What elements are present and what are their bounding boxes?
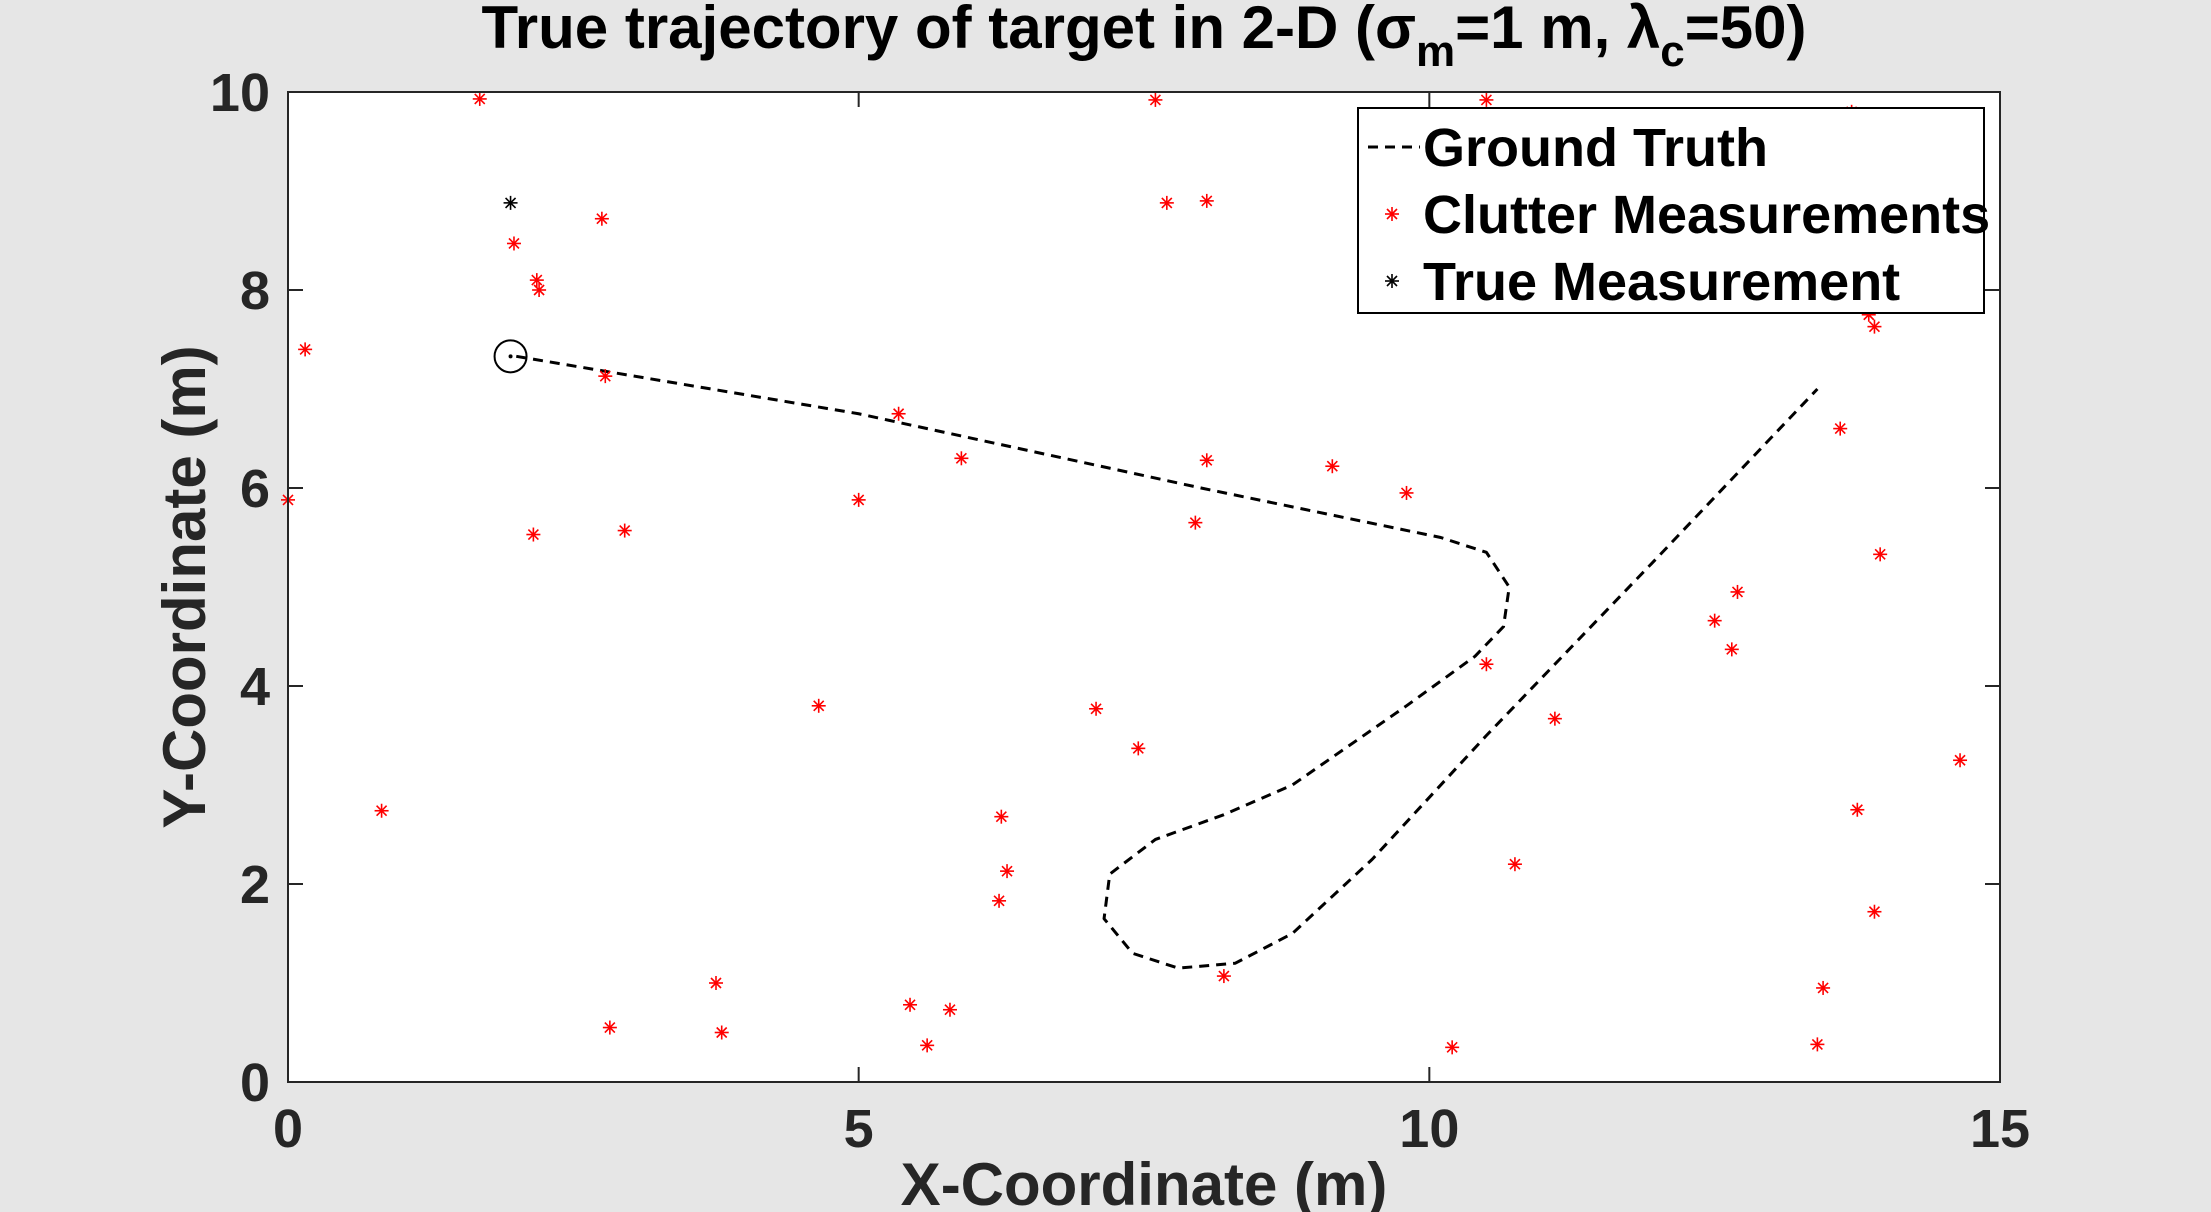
clutter-point xyxy=(1730,584,1745,599)
title-sub-c: c xyxy=(1660,27,1684,76)
clutter-point xyxy=(942,1002,957,1017)
axis-ticks: 0 5 10 15 0 2 4 6 8 10 xyxy=(210,63,2030,1159)
x-tick-label: 5 xyxy=(844,1099,874,1159)
clutter-point xyxy=(994,809,1009,824)
x-tick-label: 10 xyxy=(1399,1099,1459,1159)
clutter-point xyxy=(1148,92,1163,107)
clutter-point xyxy=(1159,195,1174,210)
y-tick-label: 4 xyxy=(240,657,270,717)
clutter-point xyxy=(1507,857,1522,872)
clutter-point xyxy=(617,523,632,538)
ground-truth-line xyxy=(516,354,1819,970)
y-axis-label: Y-Coordinate (m) xyxy=(151,345,218,828)
true-measurement-point xyxy=(503,195,518,210)
clutter-point xyxy=(903,997,918,1012)
legend-true-measurement-marker xyxy=(1385,274,1399,288)
clutter-point xyxy=(374,803,389,818)
clutter-point xyxy=(1479,657,1494,672)
clutter-point xyxy=(1199,453,1214,468)
start-marker-circle xyxy=(493,339,528,374)
clutter-point xyxy=(851,492,866,507)
clutter-point xyxy=(1953,753,1968,768)
clutter-point xyxy=(1445,1040,1460,1055)
clutter-point xyxy=(811,698,826,713)
clutter-point xyxy=(598,369,613,384)
legend-true-measurement-swatch xyxy=(1385,274,1399,288)
x-tick-label: 15 xyxy=(1970,1099,2030,1159)
clutter-point xyxy=(709,976,723,990)
y-tick-label: 8 xyxy=(240,261,270,321)
clutter-point xyxy=(954,451,969,466)
clutter-point xyxy=(594,211,609,226)
clutter-point xyxy=(1867,319,1882,334)
legend-true-measurement-label: True Measurement xyxy=(1423,252,1900,312)
clutter-point xyxy=(1810,1037,1825,1052)
clutter-point xyxy=(1547,711,1562,726)
plot-border xyxy=(287,91,2001,1083)
y-tick-label: 2 xyxy=(240,855,270,915)
clutter-point xyxy=(891,406,906,421)
clutter-point xyxy=(1188,515,1203,530)
clutter-point xyxy=(1850,802,1865,817)
y-tick-label: 10 xyxy=(210,63,270,123)
legend-clutter-swatch xyxy=(1385,207,1399,221)
clutter-point xyxy=(1399,485,1414,500)
start-marker-dot xyxy=(508,354,513,359)
clutter-point xyxy=(714,1025,729,1040)
legend-box xyxy=(1357,107,1985,314)
clutter-point xyxy=(920,1038,935,1053)
chart-title: True trajectory of target in 2-D (σm=1 m… xyxy=(481,0,1806,76)
legend: Ground Truth Clutter Measurements True M… xyxy=(1357,107,1990,314)
clutter-point xyxy=(529,273,544,288)
clutter-point xyxy=(1867,904,1882,919)
clutter-point xyxy=(1089,701,1104,716)
x-axis-label: X-Coordinate (m) xyxy=(901,1151,1388,1212)
x-tick-label: 0 xyxy=(273,1099,303,1159)
clutter-point xyxy=(1216,969,1231,984)
series-layer xyxy=(281,91,1968,1055)
clutter-point xyxy=(1833,421,1848,436)
clutter-point xyxy=(602,1020,617,1035)
clutter-point xyxy=(526,527,541,542)
clutter-point xyxy=(1131,741,1146,756)
clutter-point xyxy=(1199,193,1214,208)
clutter-point xyxy=(1479,92,1494,107)
clutter-point xyxy=(1873,547,1888,562)
clutter-point xyxy=(298,342,313,357)
title-sub-m: m xyxy=(1416,27,1455,76)
clutter-point xyxy=(1816,980,1831,995)
legend-ground-truth-label: Ground Truth xyxy=(1423,118,1768,178)
legend-clutter-marker xyxy=(1385,207,1399,221)
clutter-point xyxy=(532,283,547,297)
clutter-point xyxy=(1325,459,1340,474)
clutter-point xyxy=(472,91,487,106)
clutter-point xyxy=(1707,613,1722,628)
clutter-point xyxy=(1000,864,1015,879)
y-tick-label: 6 xyxy=(240,459,270,519)
clutter-point xyxy=(506,236,521,251)
clutter-point xyxy=(992,893,1007,908)
y-tick-label: 0 xyxy=(240,1053,270,1113)
legend-clutter-label: Clutter Measurements xyxy=(1423,185,1990,245)
clutter-point xyxy=(1724,642,1739,657)
